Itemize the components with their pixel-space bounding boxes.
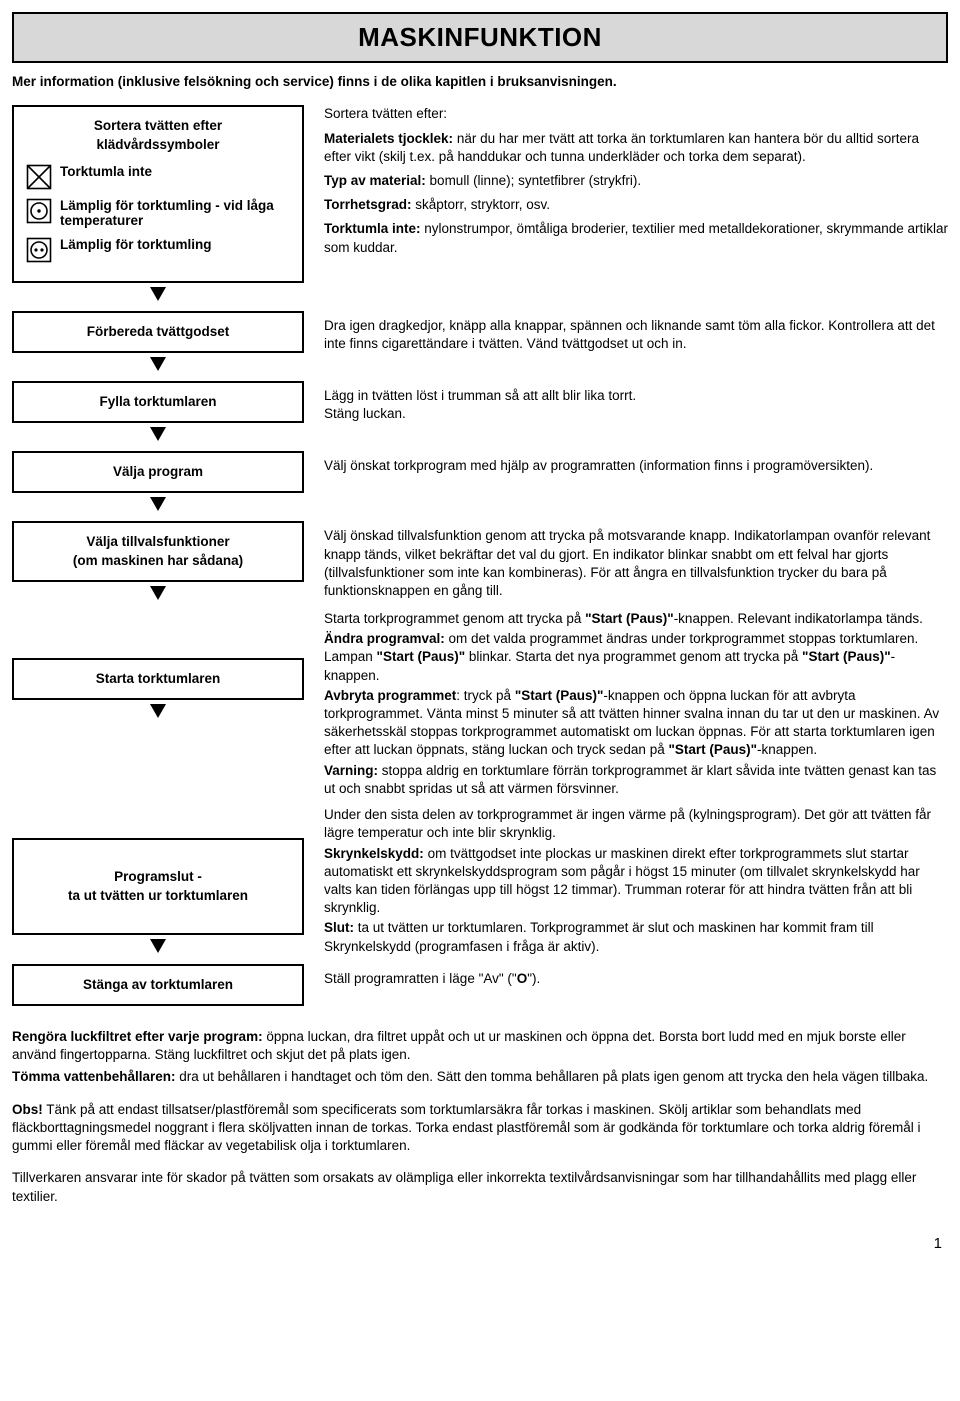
start-l2: Ändra programval: om det valda programme… [324,630,948,685]
step-body-2: Välj önskat torkprogram med hjälp av pro… [324,457,948,475]
arrow-icon [150,427,166,441]
arrow-icon [150,287,166,301]
left-col-sort: Sortera tvätten efter klädvårdssymboler … [12,105,304,304]
sort-p2: Typ av material: bomull (linne); syntetf… [324,172,948,190]
end-description: Under den sista delen av torkprogrammet … [324,806,948,958]
box-step-2: Välja program [12,451,304,493]
left-col-step-3: Välja tillvalsfunktioner (om maskinen ha… [12,521,304,603]
box-off-label: Stänga av torktumlaren [26,976,290,994]
sort-p1a: Materialets tjocklek: [324,131,453,146]
sort-p4a: Torktumla inte: [324,221,421,236]
arrow-icon [150,357,166,371]
row-off: Stänga av torktumlaren Ställ programratt… [12,964,948,1006]
step-body-3: Välj önskad tillvalsfunktion genom att t… [324,527,948,600]
box-step-label-1: Fylla torktumlaren [26,393,290,411]
symbol-label-0: Torktumla inte [60,164,152,180]
tumble-icon [26,237,52,263]
off-body: Ställ programratten i läge "Av" ("O"). [324,970,948,988]
arrow-icon [150,586,166,600]
arrow-icon [150,704,166,718]
sort-p1: Materialets tjocklek: när du har mer tvä… [324,130,948,166]
sort-p2a: Typ av material: [324,173,426,188]
arrow-icon [150,497,166,511]
row-start: Starta torktumlaren Starta torkprogramme… [12,610,948,800]
bottom-p2: Tömma vattenbehållaren: dra ut behållare… [12,1068,948,1086]
step-body-1: Lägg in tvätten löst i trumman så att al… [324,387,948,423]
subtitle: Mer information (inklusive felsökning oc… [12,73,948,91]
box-step-3: Välja tillvalsfunktioner (om maskinen ha… [12,521,304,581]
bottom-p4: Tillverkaren ansvarar inte för skador på… [12,1169,948,1205]
sort-description: Sortera tvätten efter: Materialets tjock… [324,105,948,304]
box-end-label: Programslut - ta ut tvätten ur torktumla… [26,868,290,904]
left-col-step-2: Välja program [12,451,304,515]
page-title: MASKINFUNKTION [14,20,946,55]
start-description: Starta torkprogrammet genom att trycka p… [324,610,948,800]
row-step-0: Förbereda tvättgodset Dra igen dragkedjor… [12,311,948,375]
step-desc-0: Dra igen dragkedjor, knäpp alla knappar,… [324,311,948,375]
arrow-icon [150,939,166,953]
end-l1: Under den sista delen av torkprogrammet … [324,806,948,842]
symbol-row-low-temp: Lämplig för torktumling - vid låga tempe… [26,198,290,229]
start-l3: Avbryta programmet: tryck på "Start (Pau… [324,687,948,760]
sort-p3a: Torrhetsgrad: [324,197,412,212]
box-start: Starta torktumlaren [12,658,304,700]
symbol-row-tumble: Lämplig för torktumling [26,237,290,263]
left-col-start: Starta torktumlaren [12,610,304,800]
sort-p4: Torktumla inte: nylonstrumpor, ömtåliga … [324,220,948,256]
box-step-label-3: Välja tillvalsfunktioner (om maskinen ha… [26,533,290,569]
left-col-step-0: Förbereda tvättgodset [12,311,304,375]
page-number: 1 [12,1234,948,1254]
step-desc-3: Välj önskad tillvalsfunktion genom att t… [324,521,948,603]
box-step-0: Förbereda tvättgodset [12,311,304,353]
step-desc-1: Lägg in tvätten löst i trumman så att al… [324,381,948,445]
sort-intro: Sortera tvätten efter: [324,105,948,123]
symbol-list: Torktumla inte Lämplig för torktumling -… [26,164,290,263]
symbol-label-2: Lämplig för torktumling [60,237,212,253]
sort-p2b: bomull (linne); syntetfibrer (strykfri). [426,173,641,188]
sort-heading-1: Sortera tvätten efter [26,117,290,135]
box-off: Stänga av torktumlaren [12,964,304,1006]
box-step-label-0: Förbereda tvättgodset [26,323,290,341]
start-l1: Starta torkprogrammet genom att trycka p… [324,610,948,628]
box-start-label: Starta torktumlaren [26,670,290,688]
symbol-label-1: Lämplig för torktumling - vid låga tempe… [60,198,290,229]
sort-heading-2: klädvårdssymboler [26,136,290,154]
box-step-label-2: Välja program [26,463,290,481]
row-step-3: Välja tillvalsfunktioner (om maskinen ha… [12,521,948,603]
box-end: Programslut - ta ut tvätten ur torktumla… [12,838,304,935]
off-description: Ställ programratten i läge "Av" ("O"). [324,964,948,1006]
no-tumble-icon [26,164,52,190]
sort-p3b: skåptorr, stryktorr, osv. [412,197,551,212]
bottom-p1: Rengöra luckfiltret efter varje program:… [12,1028,948,1064]
start-l4: Varning: stoppa aldrig en torktumlare fö… [324,762,948,798]
bottom-p3: Obs! Tänk på att endast tillsatser/plast… [12,1101,948,1156]
row-end: Programslut - ta ut tvätten ur torktumla… [12,806,948,958]
left-col-step-1: Fylla torktumlaren [12,381,304,445]
row-step-1: Fylla torktumlaren Lägg in tvätten löst i… [12,381,948,445]
title-bar: MASKINFUNKTION [12,12,948,63]
bottom-block: Rengöra luckfiltret efter varje program:… [12,1028,948,1206]
box-step-1: Fylla torktumlaren [12,381,304,423]
row-sort: Sortera tvätten efter klädvårdssymboler … [12,105,948,304]
step-body-0: Dra igen dragkedjor, knäpp alla knappar,… [324,317,948,353]
row-step-2: Välja program Välj önskat torkprogram med… [12,451,948,515]
sort-p3: Torrhetsgrad: skåptorr, stryktorr, osv. [324,196,948,214]
box-sort-symbols: Sortera tvätten efter klädvårdssymboler … [12,105,304,282]
left-col-off: Stänga av torktumlaren [12,964,304,1006]
left-col-end: Programslut - ta ut tvätten ur torktumla… [12,806,304,958]
end-l2: Skrynkelskydd: om tvättgodset inte plock… [324,845,948,918]
end-l3: Slut: ta ut tvätten ur torktumlaren. Tor… [324,919,948,955]
symbol-row-no-tumble: Torktumla inte [26,164,290,190]
step-desc-2: Välj önskat torkprogram med hjälp av pro… [324,451,948,515]
low-temp-tumble-icon [26,198,52,224]
